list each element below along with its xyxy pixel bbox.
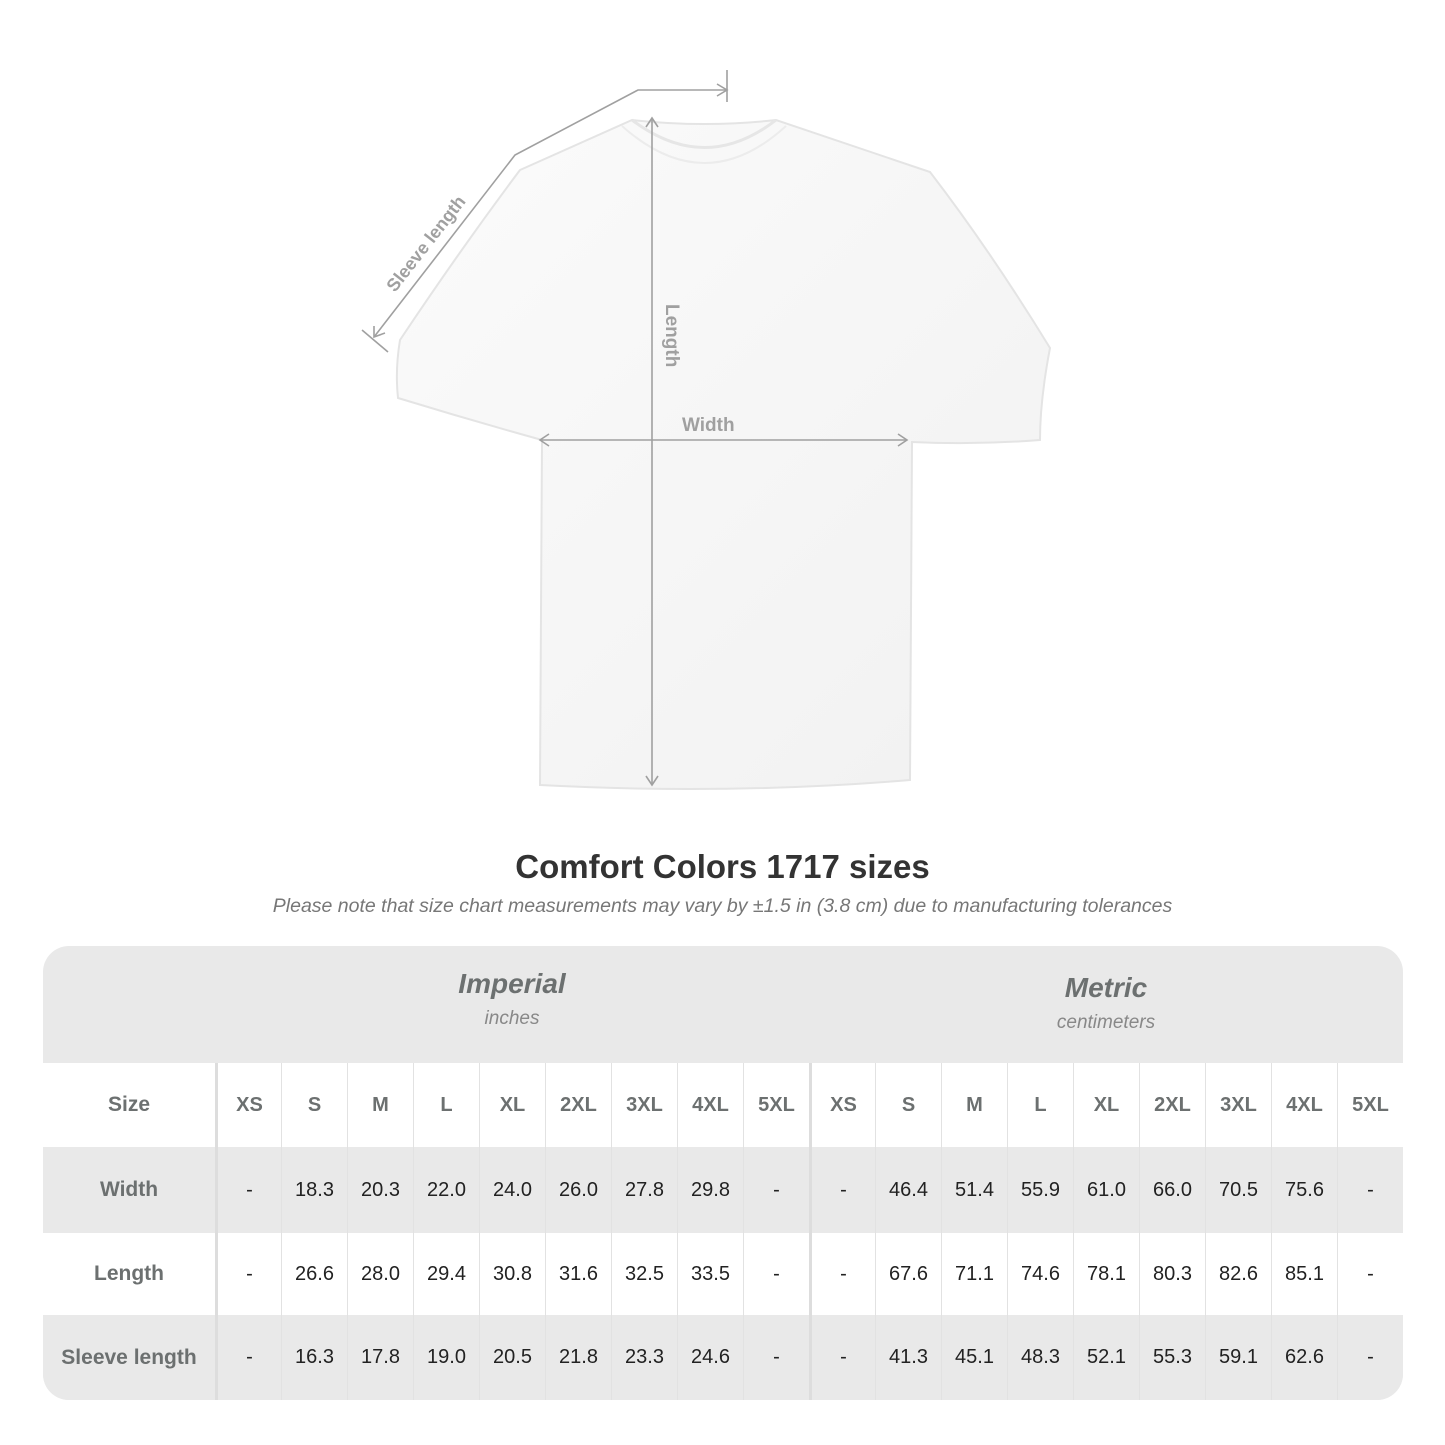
metric-size-2xl: 2XL bbox=[1139, 1063, 1205, 1147]
imperial-size-4xl: 4XL bbox=[677, 1063, 743, 1147]
imperial-value-cell: 18.3 bbox=[281, 1147, 347, 1233]
length-label: Length bbox=[661, 304, 682, 367]
metric-value-cell: 70.5 bbox=[1205, 1147, 1271, 1233]
imperial-value-cell: 20.5 bbox=[479, 1315, 545, 1400]
imperial-size-3xl: 3XL bbox=[611, 1063, 677, 1147]
imperial-value-cell: 28.0 bbox=[347, 1233, 413, 1315]
imperial-unit: inches bbox=[484, 1008, 540, 1029]
row-label: Length bbox=[94, 1262, 164, 1285]
size-column-label: Size bbox=[107, 1093, 151, 1116]
imperial-value-cell: 24.0 bbox=[479, 1147, 545, 1233]
imperial-value-cell: 21.8 bbox=[545, 1315, 611, 1400]
metric-size-5xl: 5XL bbox=[1337, 1063, 1403, 1147]
imperial-size-l: L bbox=[413, 1063, 479, 1147]
metric-value-cell: 52.1 bbox=[1073, 1315, 1139, 1400]
tshirt-image bbox=[395, 118, 1052, 790]
metric-value-cell: 78.1 bbox=[1073, 1233, 1139, 1315]
size-table: Imperial inches Metric centimeters Size X… bbox=[43, 946, 1403, 1400]
imperial-value-cell: 23.3 bbox=[611, 1315, 677, 1400]
table-row: Length -26.6 28.0 29.4 30.8 31.6 32.5 33.5- -67.… bbox=[43, 1233, 1403, 1315]
imperial-header: Imperial inches bbox=[215, 968, 809, 1085]
metric-value-cell: 74.6 bbox=[1007, 1233, 1073, 1315]
metric-value-cell: - bbox=[1337, 1147, 1403, 1233]
imperial-value-cell: 29.8 bbox=[677, 1147, 743, 1233]
tshirt-diagram: Sleeve length Length Width bbox=[361, 70, 1052, 790]
imperial-value-cell: 22.0 bbox=[413, 1147, 479, 1233]
imperial-value-cell: - bbox=[743, 1315, 809, 1400]
row-label: Sleeve length bbox=[61, 1345, 197, 1369]
imperial-value-cell: 19.0 bbox=[413, 1315, 479, 1400]
measure-lines bbox=[361, 70, 909, 787]
size-header-row: Size XS S M L XL 2XL 3XL 4XL 5XL XS S M L XL 2XL 3XL 4XL 5… bbox=[43, 1063, 1403, 1147]
metric-size-l: L bbox=[1007, 1063, 1073, 1147]
imperial-title: Imperial bbox=[458, 968, 566, 999]
imperial-value-cell: 24.6 bbox=[677, 1315, 743, 1400]
metric-value-cell: 66.0 bbox=[1139, 1147, 1205, 1233]
metric-value-cell: 55.3 bbox=[1139, 1315, 1205, 1400]
imperial-size-5xl: 5XL bbox=[743, 1063, 809, 1147]
metric-value-cell: 61.0 bbox=[1073, 1147, 1139, 1233]
metric-value-cell: 80.3 bbox=[1139, 1233, 1205, 1315]
imperial-value-cell: - bbox=[743, 1233, 809, 1315]
metric-unit: centimeters bbox=[1056, 1012, 1156, 1033]
metric-value-cell: 75.6 bbox=[1271, 1147, 1337, 1233]
metric-value-cell: 59.1 bbox=[1205, 1315, 1271, 1400]
metric-value-cell: - bbox=[809, 1315, 875, 1400]
metric-size-xs: XS bbox=[809, 1063, 875, 1147]
metric-value-cell: 67.6 bbox=[875, 1233, 941, 1315]
metric-value-cell: - bbox=[1337, 1315, 1403, 1400]
metric-value-cell: 48.3 bbox=[1007, 1315, 1073, 1400]
metric-size-3xl: 3XL bbox=[1205, 1063, 1271, 1147]
metric-value-cell: 85.1 bbox=[1271, 1233, 1337, 1315]
imperial-value-cell: 20.3 bbox=[347, 1147, 413, 1233]
metric-value-cell: - bbox=[1337, 1233, 1403, 1315]
imperial-value-cell: 31.6 bbox=[545, 1233, 611, 1315]
row-label: Width bbox=[99, 1178, 159, 1201]
imperial-size-m: M bbox=[347, 1063, 413, 1147]
imperial-value-cell: 27.8 bbox=[611, 1147, 677, 1233]
imperial-value-cell: 16.3 bbox=[281, 1315, 347, 1400]
imperial-size-xl: XL bbox=[479, 1063, 545, 1147]
metric-value-cell: 51.4 bbox=[941, 1147, 1007, 1233]
imperial-value-cell: 30.8 bbox=[479, 1233, 545, 1315]
imperial-value-cell: - bbox=[743, 1147, 809, 1233]
imperial-value-cell: - bbox=[215, 1315, 281, 1400]
imperial-value-cell: 26.6 bbox=[281, 1233, 347, 1315]
table-row: Width -18.3 20.3 22.0 24.0 26.0 27.8 29.8- -46.4… bbox=[43, 1147, 1403, 1233]
metric-value-cell: 55.9 bbox=[1007, 1147, 1073, 1233]
metric-title: Metric bbox=[1064, 972, 1148, 1003]
imperial-value-cell: 32.5 bbox=[611, 1233, 677, 1315]
width-label: Width bbox=[682, 415, 735, 436]
page-title: Comfort Colors 1717 sizes bbox=[515, 848, 930, 885]
tolerance-note: Please note that size chart measurements… bbox=[272, 895, 1173, 917]
metric-value-cell: 62.6 bbox=[1271, 1315, 1337, 1400]
metric-value-cell: 46.4 bbox=[875, 1147, 941, 1233]
metric-size-xl: XL bbox=[1073, 1063, 1139, 1147]
imperial-size-s: S bbox=[281, 1063, 347, 1147]
metric-header: Metric centimeters bbox=[809, 972, 1403, 1089]
imperial-value-cell: 33.5 bbox=[677, 1233, 743, 1315]
table-row: Sleeve length -16.3 17.8 19.0 20.5 21.8 23.3 24… bbox=[43, 1315, 1403, 1400]
imperial-size-xs: XS bbox=[215, 1063, 281, 1147]
imperial-size-2xl: 2XL bbox=[545, 1063, 611, 1147]
metric-size-s: S bbox=[875, 1063, 941, 1147]
metric-size-m: M bbox=[941, 1063, 1007, 1147]
metric-value-cell: 45.1 bbox=[941, 1315, 1007, 1400]
imperial-value-cell: 17.8 bbox=[347, 1315, 413, 1400]
imperial-value-cell: 29.4 bbox=[413, 1233, 479, 1315]
metric-value-cell: - bbox=[809, 1147, 875, 1233]
metric-value-cell: 71.1 bbox=[941, 1233, 1007, 1315]
metric-size-4xl: 4XL bbox=[1271, 1063, 1337, 1147]
metric-value-cell: 82.6 bbox=[1205, 1233, 1271, 1315]
imperial-value-cell: - bbox=[215, 1233, 281, 1315]
metric-value-cell: 41.3 bbox=[875, 1315, 941, 1400]
metric-value-cell: - bbox=[809, 1233, 875, 1315]
imperial-value-cell: - bbox=[215, 1147, 281, 1233]
imperial-value-cell: 26.0 bbox=[545, 1147, 611, 1233]
